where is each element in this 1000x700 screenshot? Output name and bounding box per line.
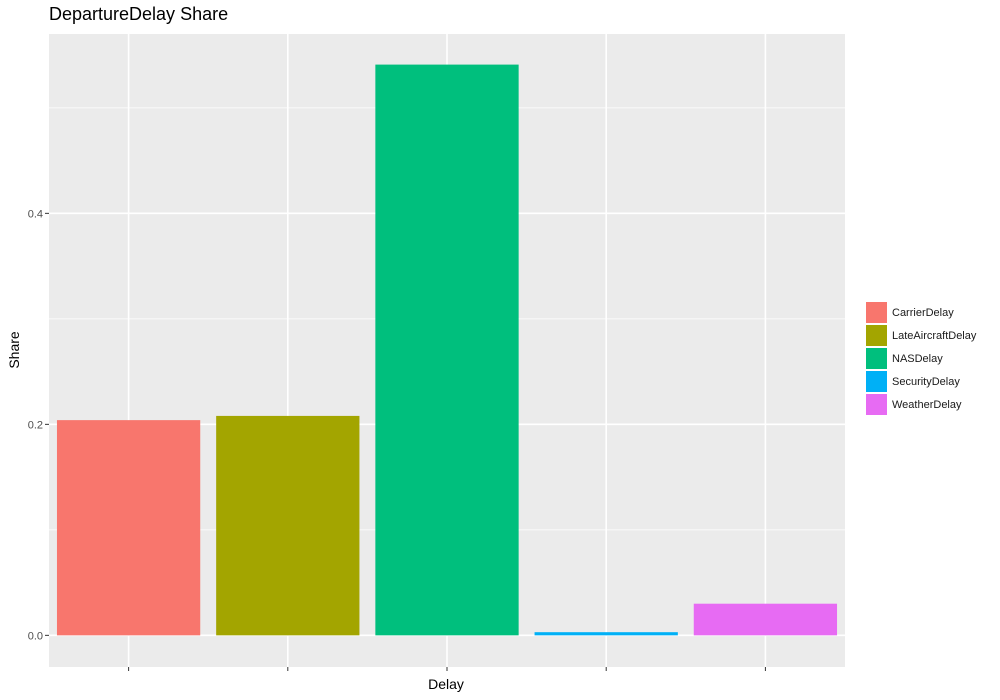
bar-nasdelay bbox=[375, 64, 519, 636]
y-tick-label: 0.4 bbox=[28, 208, 43, 220]
legend-item: NASDelay bbox=[866, 347, 976, 370]
legend-swatch bbox=[866, 348, 887, 369]
bar-lateaircraftdelay bbox=[216, 415, 360, 636]
legend: CarrierDelay LateAircraftDelay NASDelay Sec… bbox=[866, 301, 976, 416]
legend-swatch bbox=[866, 394, 887, 415]
legend-item: CarrierDelay bbox=[866, 301, 976, 324]
bar-securitydelay bbox=[534, 632, 678, 636]
legend-label: SecurityDelay bbox=[892, 375, 960, 388]
bar-carrierdelay bbox=[56, 420, 201, 636]
x-axis-label: Delay bbox=[428, 676, 464, 692]
bar-weatherdelay bbox=[693, 603, 838, 636]
y-tick-label: 0.2 bbox=[28, 419, 43, 431]
legend-label: CarrierDelay bbox=[892, 306, 954, 319]
legend-label: LateAircraftDelay bbox=[892, 329, 977, 342]
legend-swatch bbox=[866, 325, 887, 346]
legend-label: WeatherDelay bbox=[892, 398, 962, 411]
chart-title: DepartureDelay Share bbox=[49, 4, 229, 24]
legend-label: NASDelay bbox=[892, 352, 943, 365]
legend-swatch bbox=[866, 371, 887, 392]
legend-swatch bbox=[866, 302, 887, 323]
legend-item: SecurityDelay bbox=[866, 370, 976, 393]
legend-item: LateAircraftDelay bbox=[866, 324, 976, 347]
y-tick-label: 0.0 bbox=[28, 630, 43, 642]
legend-item: WeatherDelay bbox=[866, 393, 976, 416]
